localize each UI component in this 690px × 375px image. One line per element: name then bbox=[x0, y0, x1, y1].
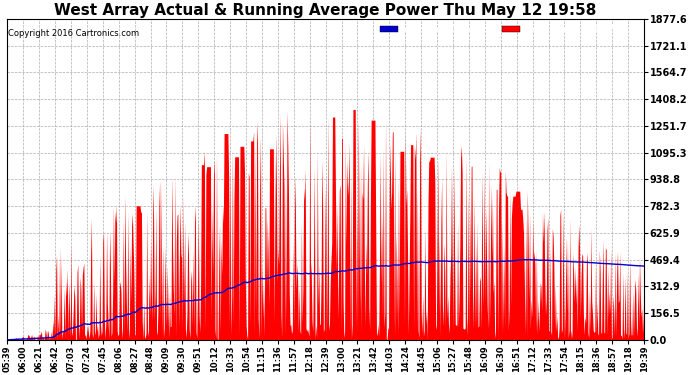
Text: Copyright 2016 Cartronics.com: Copyright 2016 Cartronics.com bbox=[8, 28, 139, 38]
Title: West Array Actual & Running Average Power Thu May 12 19:58: West Array Actual & Running Average Powe… bbox=[55, 3, 597, 18]
Legend: Average (DC Watts), West Array (DC Watts): Average (DC Watts), West Array (DC Watts… bbox=[378, 24, 640, 36]
